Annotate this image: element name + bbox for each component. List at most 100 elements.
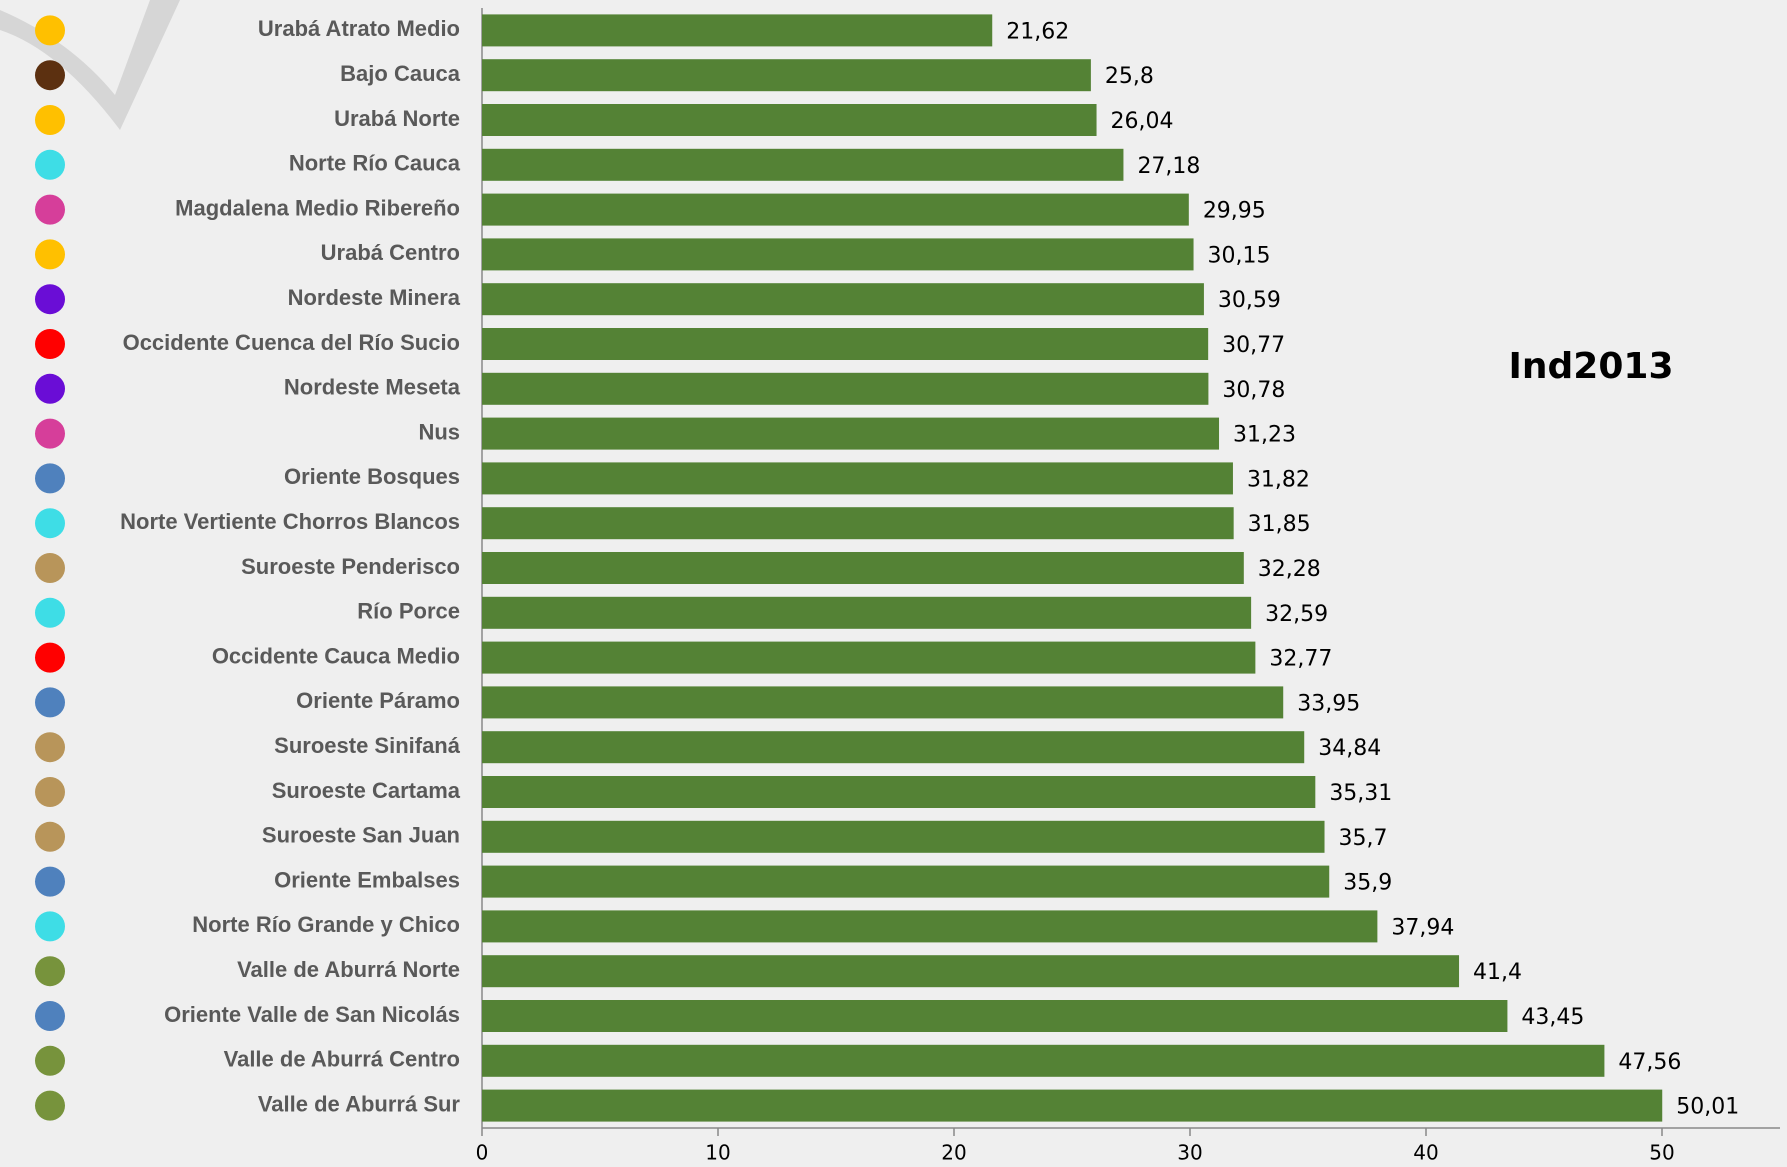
bar bbox=[482, 955, 1460, 988]
value-label: 35,9 bbox=[1343, 871, 1392, 896]
y-tick-label: Magdalena Medio Ribereño bbox=[175, 195, 460, 220]
checkmark-decoration bbox=[0, 0, 180, 130]
y-tick-label: Occidente Cuenca del Río Sucio bbox=[123, 330, 460, 355]
y-tick-label: Urabá Norte bbox=[334, 106, 460, 131]
category-marker bbox=[35, 149, 65, 180]
category-marker bbox=[35, 418, 65, 449]
category-marker bbox=[35, 911, 65, 942]
value-label: 30,77 bbox=[1222, 333, 1285, 358]
value-label: 33,95 bbox=[1297, 691, 1360, 716]
value-label: 32,28 bbox=[1258, 557, 1321, 582]
y-tick-label: Norte Río Grande y Chico bbox=[192, 912, 460, 937]
value-label: 31,85 bbox=[1248, 512, 1311, 537]
value-label: 27,18 bbox=[1137, 154, 1200, 179]
y-tick-label: Suroeste San Juan bbox=[262, 823, 460, 848]
category-marker bbox=[35, 373, 65, 404]
x-tick-label: 40 bbox=[1413, 1141, 1438, 1165]
y-tick-label: Valle de Aburrá Sur bbox=[258, 1091, 461, 1116]
y-tick-label: Oriente Bosques bbox=[284, 464, 460, 489]
category-marker bbox=[35, 284, 65, 315]
category-marker bbox=[35, 1045, 65, 1076]
category-marker bbox=[35, 597, 65, 628]
category-marker bbox=[35, 866, 65, 897]
bar bbox=[482, 148, 1124, 181]
y-tick-label: Nordeste Minera bbox=[288, 285, 461, 310]
y-tick-label: Suroeste Cartama bbox=[272, 778, 461, 803]
value-label: 47,56 bbox=[1618, 1050, 1681, 1075]
value-label: 34,84 bbox=[1318, 736, 1381, 761]
y-tick-label: Valle de Aburrá Centro bbox=[224, 1047, 460, 1072]
category-marker bbox=[35, 687, 65, 718]
bar bbox=[482, 59, 1091, 92]
category-marker bbox=[35, 956, 65, 987]
value-label: 35,7 bbox=[1339, 826, 1388, 851]
y-tick-label: Nordeste Meseta bbox=[284, 375, 461, 400]
bar bbox=[482, 552, 1244, 584]
bar bbox=[482, 104, 1097, 136]
bar bbox=[482, 462, 1233, 495]
value-label: 35,31 bbox=[1329, 781, 1392, 806]
value-label: 30,78 bbox=[1222, 378, 1285, 403]
y-tick-label: Río Porce bbox=[357, 599, 460, 624]
x-tick-label: 10 bbox=[705, 1141, 730, 1165]
bar bbox=[482, 283, 1204, 316]
value-label: 30,15 bbox=[1208, 243, 1271, 268]
bar bbox=[482, 820, 1325, 853]
bar bbox=[482, 507, 1234, 540]
value-label: 32,59 bbox=[1265, 602, 1328, 627]
value-label: 21,62 bbox=[1006, 19, 1069, 44]
bar bbox=[482, 731, 1305, 764]
bar bbox=[482, 776, 1316, 808]
category-marker bbox=[35, 1090, 65, 1121]
y-tick-label: Suroeste Sinifaná bbox=[274, 733, 461, 758]
bar bbox=[482, 238, 1194, 271]
x-tick-label: 50 bbox=[1649, 1141, 1674, 1165]
category-marker bbox=[35, 15, 65, 46]
category-marker bbox=[35, 463, 65, 494]
value-label: 43,45 bbox=[1521, 1005, 1584, 1030]
bar bbox=[482, 1089, 1663, 1122]
bar bbox=[482, 1044, 1605, 1077]
bar bbox=[482, 596, 1252, 629]
value-label: 41,4 bbox=[1473, 960, 1522, 985]
y-tick-label: Urabá Atrato Medio bbox=[258, 16, 460, 41]
category-marker bbox=[35, 239, 65, 270]
y-tick-label: Oriente Valle de San Nicolás bbox=[164, 1002, 460, 1027]
y-tick-label: Valle de Aburrá Norte bbox=[237, 957, 460, 982]
x-tick-label: 30 bbox=[1177, 1141, 1202, 1165]
bar bbox=[482, 328, 1209, 360]
value-label: 50,01 bbox=[1676, 1095, 1739, 1120]
value-label: 31,23 bbox=[1233, 423, 1296, 448]
category-marker bbox=[35, 60, 65, 91]
y-tick-label: Occidente Cauca Medio bbox=[212, 643, 460, 668]
bar bbox=[482, 910, 1378, 943]
bar bbox=[482, 372, 1209, 405]
category-marker bbox=[35, 329, 65, 359]
y-tick-label: Bajo Cauca bbox=[340, 61, 461, 86]
bar bbox=[482, 193, 1189, 226]
value-label: 29,95 bbox=[1203, 199, 1266, 224]
bar bbox=[482, 686, 1284, 719]
x-tick-label: 0 bbox=[476, 1141, 489, 1165]
bar bbox=[482, 865, 1330, 898]
annotation: Ind2013 bbox=[1509, 346, 1674, 387]
y-tick-label: Oriente Páramo bbox=[296, 688, 460, 713]
category-marker bbox=[35, 642, 65, 673]
category-marker bbox=[35, 194, 65, 225]
y-tick-label: Nus bbox=[418, 419, 460, 444]
value-label: 32,77 bbox=[1269, 647, 1332, 672]
category-marker bbox=[35, 777, 65, 807]
category-marker bbox=[35, 1001, 65, 1031]
category-marker bbox=[35, 105, 65, 135]
category-marker bbox=[35, 553, 65, 583]
bar bbox=[482, 1000, 1508, 1032]
y-tick-label: Urabá Centro bbox=[321, 240, 460, 265]
bar bbox=[482, 417, 1220, 450]
value-label: 26,04 bbox=[1111, 109, 1174, 134]
value-label: 37,94 bbox=[1391, 915, 1454, 940]
category-marker bbox=[35, 732, 65, 763]
value-label: 30,59 bbox=[1218, 288, 1281, 313]
x-tick-label: 20 bbox=[941, 1141, 966, 1165]
